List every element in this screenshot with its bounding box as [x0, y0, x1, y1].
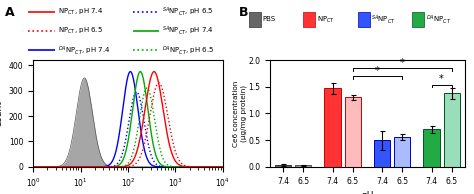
Bar — [374, 140, 390, 167]
Text: $^{DA}$NP$_{CT}$, pH 6.5: $^{DA}$NP$_{CT}$, pH 6.5 — [162, 44, 215, 57]
X-axis label: pH: pH — [361, 191, 374, 194]
Text: NP$_{CT}$, pH 6.5: NP$_{CT}$, pH 6.5 — [58, 26, 103, 36]
Text: B: B — [239, 6, 249, 19]
Text: NP$_{CT}$, pH 7.4: NP$_{CT}$, pH 7.4 — [58, 7, 103, 17]
Text: $^{DA}$NP$_{CT}$: $^{DA}$NP$_{CT}$ — [426, 13, 451, 26]
Text: NP$_{CT}$: NP$_{CT}$ — [317, 14, 335, 24]
Text: PBS: PBS — [262, 16, 275, 22]
Bar — [444, 93, 460, 167]
Text: $^{DA}$NP$_{CT}$, pH 7.4: $^{DA}$NP$_{CT}$, pH 7.4 — [58, 44, 110, 57]
Bar — [345, 97, 361, 167]
Text: *: * — [375, 66, 380, 76]
Bar — [295, 165, 311, 167]
Text: $^{SA}$NP$_{CT}$: $^{SA}$NP$_{CT}$ — [371, 13, 396, 26]
Bar — [275, 165, 291, 167]
Text: *: * — [400, 58, 405, 68]
Bar — [423, 130, 439, 167]
Text: $^{SA}$NP$_{CT}$, pH 7.4: $^{SA}$NP$_{CT}$, pH 7.4 — [162, 25, 214, 37]
Text: *: * — [439, 74, 444, 84]
Y-axis label: Ce6 concentration
(μg/mg protein): Ce6 concentration (μg/mg protein) — [233, 80, 247, 147]
Bar — [394, 137, 410, 167]
Y-axis label: Count: Count — [0, 100, 3, 127]
Text: $^{SA}$NP$_{CT}$, pH 6.5: $^{SA}$NP$_{CT}$, pH 6.5 — [162, 5, 214, 18]
Text: A: A — [5, 6, 14, 19]
Bar — [324, 88, 341, 167]
